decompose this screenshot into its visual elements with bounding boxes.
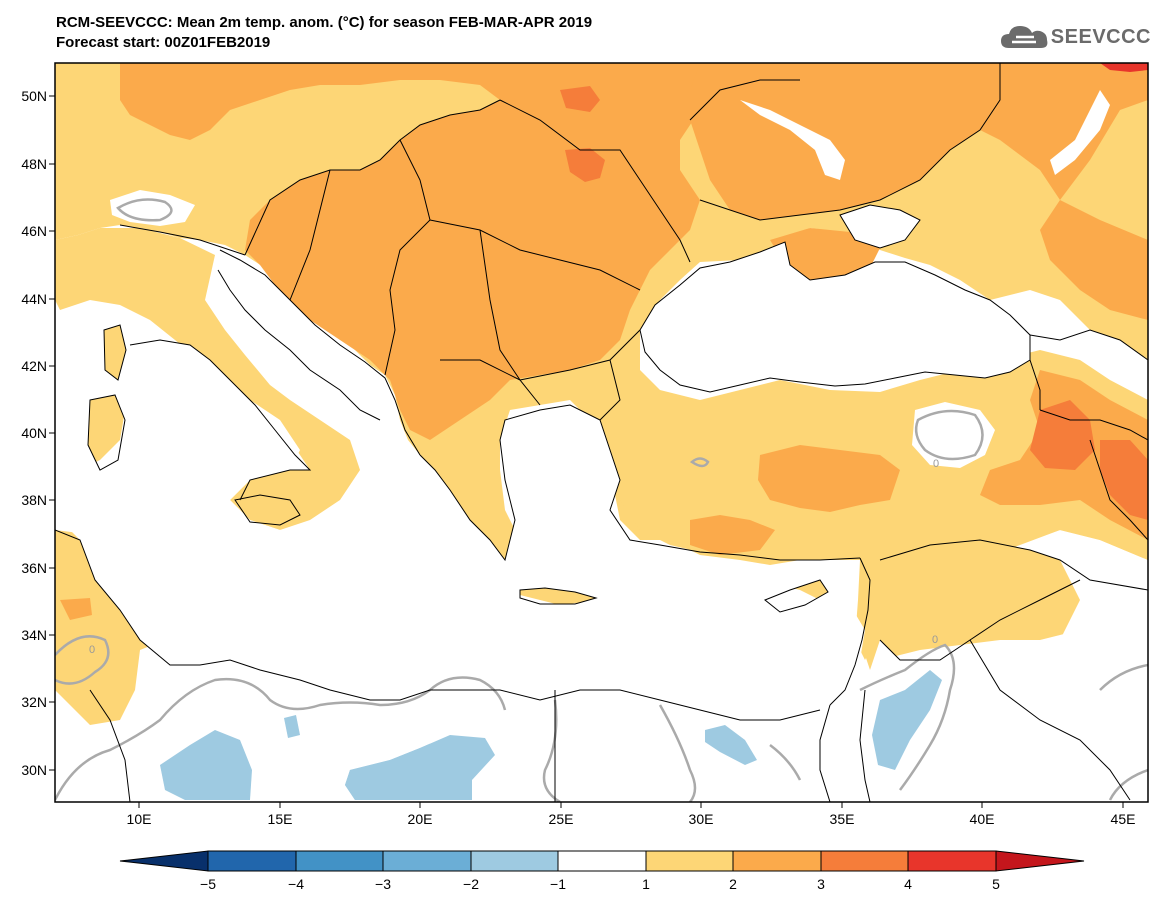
lon-label: 40E [970, 811, 995, 827]
anomaly-2-3-ukraine [690, 63, 1000, 220]
anomaly-4-5-northeast [1100, 63, 1148, 72]
lat-label: 40N [21, 425, 47, 441]
colorbar-label: −1 [550, 876, 566, 892]
anomaly-1-2-corsica [104, 325, 126, 380]
colorbar-label: 3 [817, 876, 825, 892]
anomaly-2-3-south-anatolia [690, 515, 775, 555]
anomaly-neg-jordan-top [872, 670, 942, 770]
contour-label: 0 [89, 644, 95, 656]
anomaly-3-4-georgia [1030, 400, 1095, 470]
contour-label: 0 [932, 634, 938, 646]
white-east-turkey [912, 402, 995, 468]
sea-aegean [500, 405, 630, 550]
colorbar-label: −4 [288, 876, 304, 892]
anomaly-1-2-italy [55, 228, 360, 530]
map-title: RCM-SEEVCCC: Mean 2m temp. anom. (°C) fo… [56, 14, 593, 31]
lon-label: 30E [689, 811, 714, 827]
colorbar-label: −3 [375, 876, 391, 892]
contour-label: 0 [933, 458, 939, 470]
anomaly-1-2-levant [880, 540, 1080, 660]
colorbar-label: −2 [463, 876, 479, 892]
colorbar-bin [207, 850, 297, 872]
borders [55, 63, 1148, 802]
sea-black [640, 242, 1030, 392]
lon-label: 35E [830, 811, 855, 827]
colorbar-bin [382, 850, 472, 872]
lat-label: 44N [21, 291, 47, 307]
logo-text: SEEVCCC [1050, 25, 1151, 48]
colorbar-bin [907, 850, 997, 872]
map-area [55, 63, 1148, 802]
colorbar-labels: −5 −4 −3 −2 −1 1 2 3 4 5 [200, 876, 1000, 892]
lat-label: 36N [21, 560, 47, 576]
lon-label: 45E [1111, 811, 1136, 827]
colorbar-bin [732, 850, 822, 872]
sea-tyrrhenian [125, 340, 295, 455]
cloud-icon [1000, 26, 1048, 48]
anomaly-2-3-anatolia-center [758, 445, 900, 512]
colorbar-label: 2 [729, 876, 737, 892]
title-block: RCM-SEEVCCC: Mean 2m temp. anom. (°C) fo… [56, 13, 592, 53]
lon-label: 10E [127, 811, 152, 827]
colorbar-label: 1 [642, 876, 650, 892]
colorbar-label: −5 [200, 876, 216, 892]
anomaly-3-4-romania [565, 148, 605, 182]
colorbar-bin [645, 850, 734, 872]
lon-label: 20E [408, 811, 433, 827]
lat-label: 34N [21, 627, 47, 643]
anomaly-neg-libya-east-top [345, 735, 495, 800]
seevccc-logo: SEEVCCC [999, 22, 1151, 52]
sea-adriatic [218, 250, 395, 420]
lat-axis: 50N 48N 46N 44N 42N 40N 38N 36N 34N 32N … [21, 88, 55, 778]
anomaly-3-4-italy-south [60, 598, 92, 620]
colorbar-bin [295, 850, 384, 872]
colorbar-label: 4 [904, 876, 912, 892]
anomaly-2-3-central-europe [120, 63, 1148, 440]
lat-label: 30N [21, 762, 47, 778]
colorbar-bin [119, 850, 209, 872]
lat-label: 46N [21, 223, 47, 239]
colorbar-bin [557, 850, 647, 872]
lon-label: 15E [268, 811, 293, 827]
contour-labels: 0 0 0 [89, 458, 939, 656]
sea-central-mediterranean [55, 360, 865, 720]
anomaly-3-4-armenia [1100, 440, 1148, 520]
colorbar [119, 850, 1085, 872]
anomaly-neg-egypt-top [705, 725, 757, 765]
colorbar-bin [995, 850, 1085, 872]
white-streak-1 [740, 100, 845, 180]
lon-label: 25E [549, 811, 574, 827]
sea-azov [840, 205, 920, 248]
lat-label: 48N [21, 156, 47, 172]
lon-axis: 10E 15E 20E 25E 30E 35E 40E 45E [127, 802, 1136, 827]
anomaly-2-3-crimea [770, 228, 880, 282]
anomaly-neg-libya-west [160, 730, 252, 800]
colorbar-label: 5 [992, 876, 1000, 892]
lat-label: 38N [21, 492, 47, 508]
white-streak-2 [1050, 90, 1110, 175]
lat-label: 42N [21, 358, 47, 374]
anomaly-neg-libya-small [284, 715, 300, 738]
white-egypt [430, 690, 880, 802]
colorbar-bin [470, 850, 559, 872]
zero-contours [55, 198, 1148, 802]
anomaly-3-4-poland [560, 86, 600, 112]
lat-label: 50N [21, 88, 47, 104]
colorbar-bin [820, 850, 909, 872]
lat-label: 32N [21, 694, 47, 710]
forecast-start: Forecast start: 00Z01FEB2019 [56, 34, 271, 51]
white-syria-desert [880, 610, 1148, 802]
